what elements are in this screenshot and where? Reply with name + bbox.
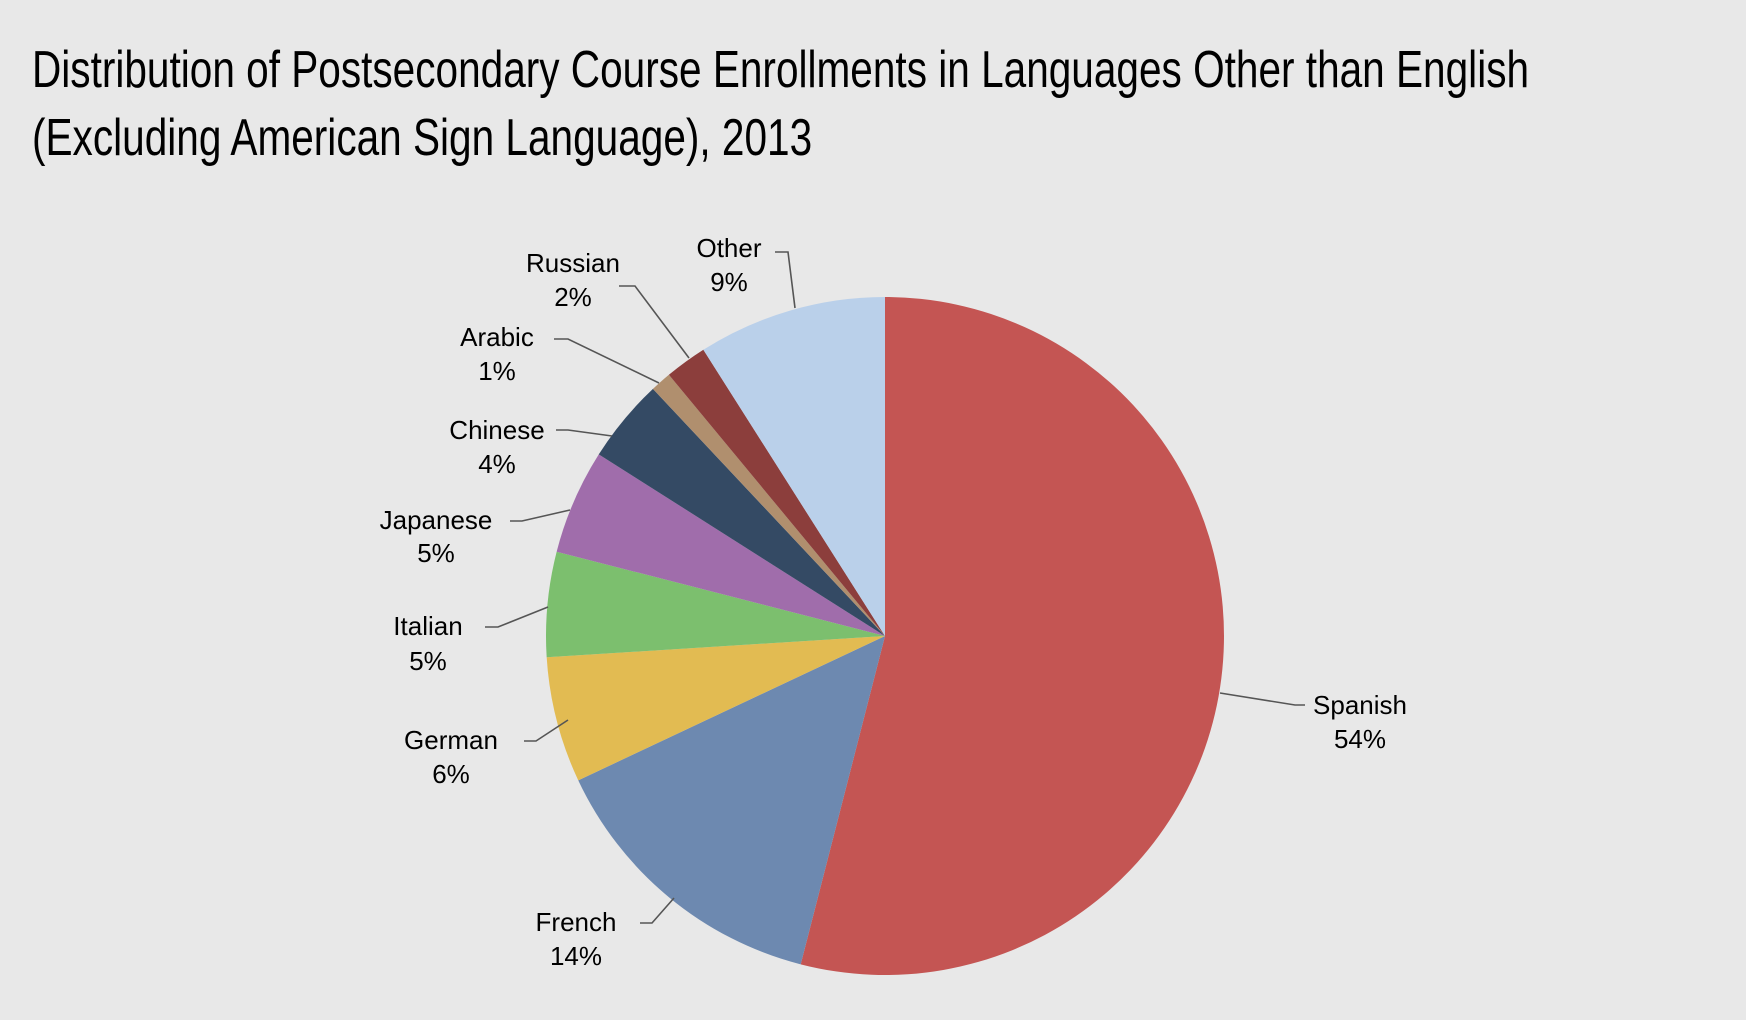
leader-line-spanish bbox=[1219, 692, 1305, 706]
pie-slice-italian bbox=[546, 551, 885, 658]
chart-title-line-2: (Excluding American Sign Language), 2013 bbox=[32, 109, 813, 167]
data-label-italian-name: Italian bbox=[393, 611, 462, 641]
leader-line-german bbox=[524, 719, 569, 742]
leader-line-chinese bbox=[556, 429, 613, 437]
leader-line-french bbox=[640, 897, 675, 924]
leader-line-japanese bbox=[510, 509, 571, 522]
data-label-japanese-value: 5% bbox=[417, 538, 455, 568]
data-label-french-name: French bbox=[536, 907, 617, 937]
data-label-french-value: 14% bbox=[550, 941, 602, 971]
pie-slice-french bbox=[578, 636, 885, 965]
data-label-russian-name: Russian bbox=[526, 248, 620, 278]
data-label-russian-value: 2% bbox=[554, 282, 592, 312]
data-label-other-value: 9% bbox=[710, 267, 748, 297]
pie-slice-other bbox=[703, 297, 885, 636]
data-label-italian-value: 5% bbox=[409, 646, 447, 676]
data-label-chinese-value: 4% bbox=[478, 449, 516, 479]
leader-line-italian bbox=[485, 606, 549, 628]
data-label-german-name: German bbox=[404, 725, 498, 755]
data-labels: Spanish54%French14%German6%Italian5%Japa… bbox=[380, 233, 1407, 971]
data-label-arabic-name: Arabic bbox=[460, 322, 534, 352]
leader-line-arabic bbox=[554, 338, 660, 384]
pie-slice-russian bbox=[668, 349, 885, 636]
data-label-spanish-value: 54% bbox=[1334, 724, 1386, 754]
data-label-german-value: 6% bbox=[432, 759, 470, 789]
data-label-japanese-name: Japanese bbox=[380, 505, 493, 535]
chart-title: Distribution of Postsecondary Course Enr… bbox=[32, 36, 1529, 172]
data-label-other-name: Other bbox=[696, 233, 761, 263]
leader-line-russian bbox=[619, 285, 690, 359]
data-label-chinese-name: Chinese bbox=[449, 415, 544, 445]
pie-slice-german bbox=[546, 636, 885, 781]
pie-slice-japanese bbox=[556, 454, 885, 636]
pie-slice-spanish bbox=[800, 297, 1224, 976]
data-label-spanish-name: Spanish bbox=[1313, 690, 1407, 720]
chart-title-line-1: Distribution of Postsecondary Course Enr… bbox=[32, 41, 1530, 99]
data-label-arabic-value: 1% bbox=[478, 356, 516, 386]
leader-lines bbox=[485, 251, 1305, 924]
leader-line-other bbox=[775, 251, 796, 309]
pie-slice-chinese bbox=[598, 388, 885, 636]
pie-slice-arabic bbox=[652, 374, 885, 636]
pie-slices bbox=[546, 297, 1224, 976]
